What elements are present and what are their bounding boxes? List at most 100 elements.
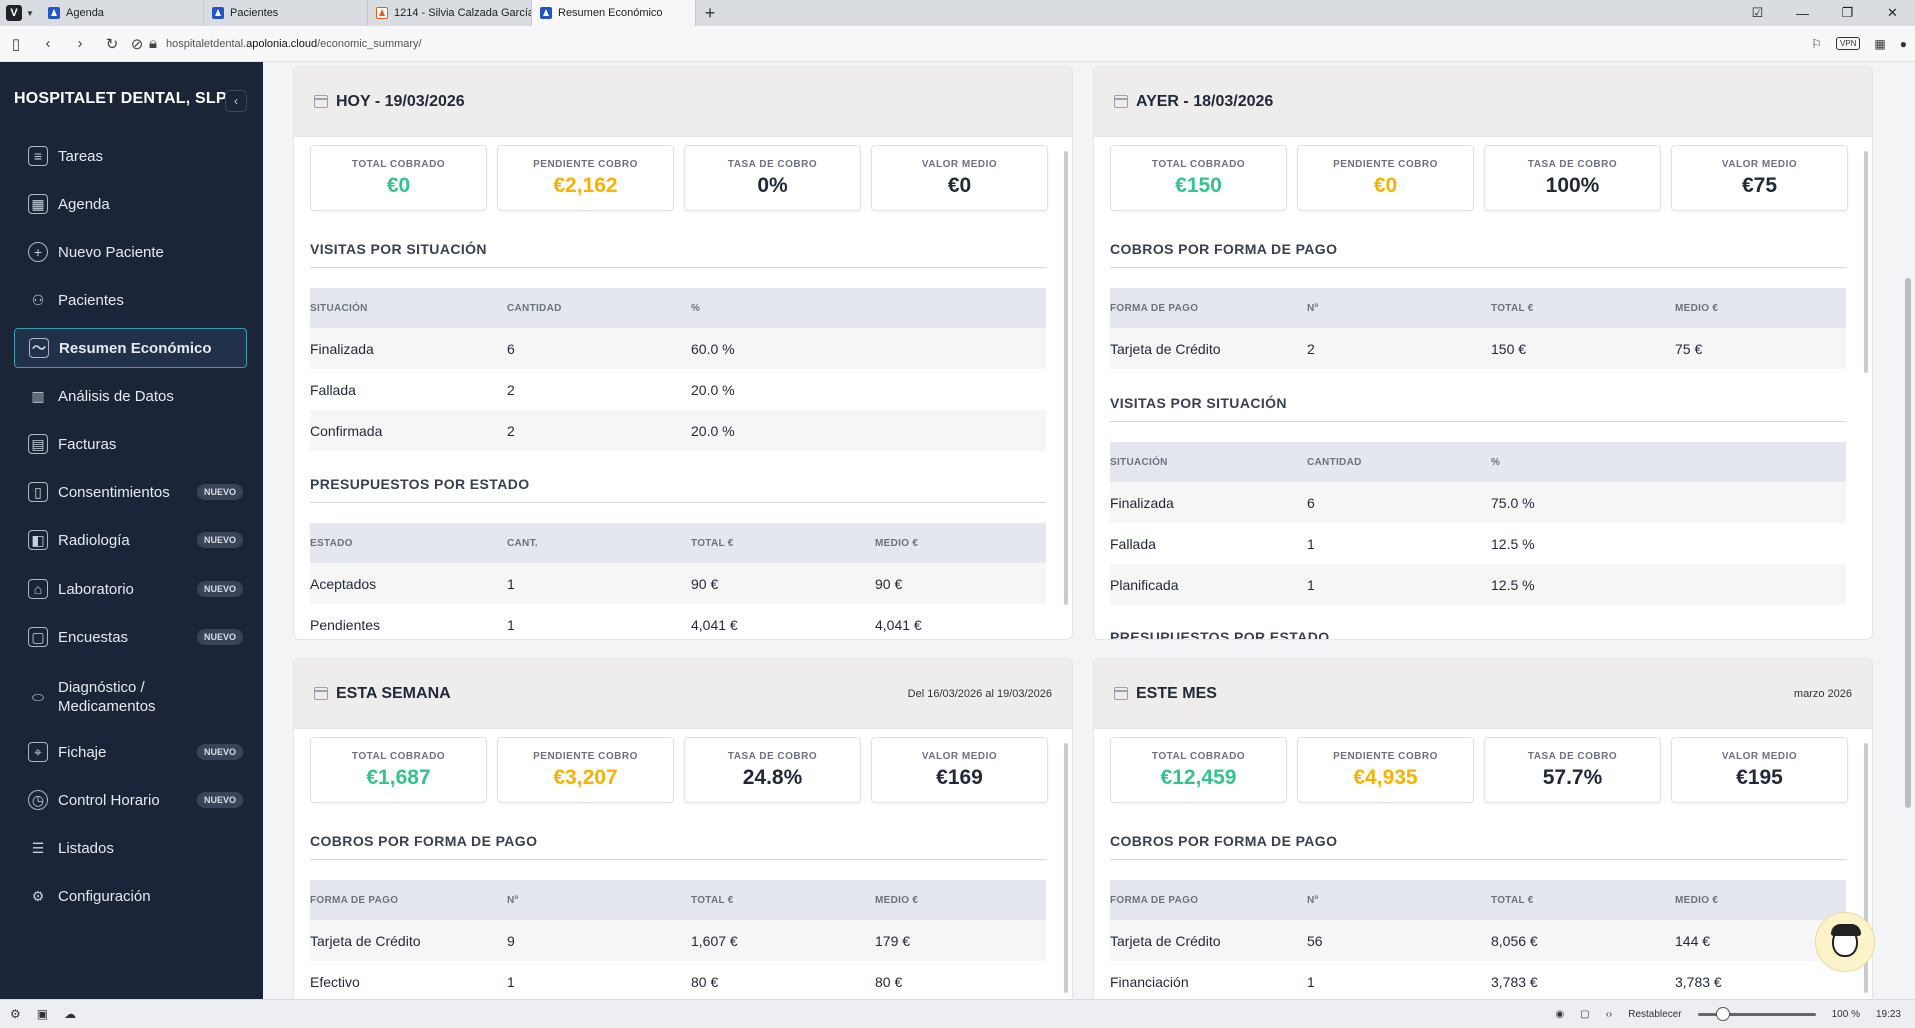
browser-tab-agenda[interactable]: Agenda [40,0,204,26]
cloud-sync-icon[interactable]: ☁ [64,1007,77,1021]
sidebar-item-control-horario[interactable]: ◷ Control Horario NUEVO [14,780,247,820]
sidebar-item-fichaje[interactable]: ⌖ Fichaje NUEVO [14,732,247,772]
kpi-value: €169 [936,765,983,789]
sidebar-item-diagnostico-medicamentos[interactable]: ⬭ Diagnóstico / Medicamentos [14,672,247,722]
sidebar-item-label: Consentimientos [58,483,170,501]
cell: 144 € [1675,932,1711,949]
sidebar-item-label: Resumen Económico [59,339,212,357]
zoom-reset-button[interactable]: Restablecer [1628,1008,1682,1020]
column-header: % [691,302,701,314]
sidebar-item-pacientes[interactable]: ⚇ Pacientes [14,280,247,320]
table-row: Confirmada 2 20.0 % [310,410,1046,451]
forward-button[interactable]: › [77,35,83,52]
card-scrollbar[interactable] [1864,151,1868,373]
settings-icon[interactable]: ⚙ [10,1007,21,1021]
browser-tab-patient[interactable]: 1214 - Silvia Calzada García [368,0,532,26]
page-scrollbar[interactable] [1901,62,1915,999]
cell: 3,783 € [1491,973,1538,990]
cell: Pendientes [310,616,381,633]
mail-icon[interactable]: ☑ [1751,5,1764,20]
sidebar-item-label: Laboratorio [58,580,134,598]
url-path: /economic_summary/ [317,37,422,50]
cell: 20.0 % [691,381,735,398]
sidebar-item-listados[interactable]: ☰ Listados [14,828,247,868]
reload-button[interactable]: ↻ [105,35,119,53]
kpi-value: €150 [1175,173,1222,197]
new-badge: NUEVO [196,792,243,808]
table-header: ESTADO CANT. TOTAL € MEDIO € [310,523,1046,563]
table-header: SITUACIÓN CANTIDAD % [1110,442,1846,482]
site-settings-icon[interactable]: ⊘ [130,35,144,53]
new-tab-button[interactable]: + [704,2,716,23]
section-title: VISITAS POR SITUACIÓN [310,241,1046,268]
sidebar-item-tareas[interactable]: ≡ Tareas [14,136,247,176]
browser-tab-resumen[interactable]: Resumen Económico [532,0,696,26]
cell: Tarjeta de Crédito [1110,932,1221,949]
browser-tab-pacientes[interactable]: Pacientes [204,0,368,26]
section-title: PRESUPUESTOS POR ESTADO [1110,629,1330,640]
bookmark-icon[interactable]: ⚐ [1811,36,1822,51]
card-header: AYER - 18/03/2026 [1094,67,1872,137]
minimize-button[interactable]: — [1796,5,1809,21]
card-scrollbar[interactable] [1864,743,1868,993]
kpi-tasa-cobro: TASA DE COBRO 24.8% [684,737,861,803]
sidebar-item-laboratorio[interactable]: ⌂ Laboratorio NUEVO [14,569,247,609]
sidebar-item-encuestas[interactable]: ▢ Encuestas NUEVO [14,617,247,657]
table-header: FORMA DE PAGO Nº TOTAL € MEDIO € [1110,880,1846,920]
window-panel-icon[interactable]: ▣ [36,1007,49,1021]
address-bar-row: ▯ ‹ › ↻ ⊘ 🔒︎ hospitaletdental.apolonia.c… [0,26,1915,62]
tab-label: Resumen Económico [558,7,663,19]
vpn-button[interactable]: VPN [1835,37,1861,50]
capture-icon[interactable]: ◉ [1555,1008,1565,1020]
sidebar-item-consentimientos[interactable]: ▯ Consentimientos NUEVO [14,472,247,512]
profile-avatar-icon[interactable]: ● [1899,36,1907,51]
code-icon[interactable]: ‹› [1605,1008,1613,1020]
sidebar-item-nuevo-paciente[interactable]: + Nuevo Paciente [14,232,247,272]
cell: Fallada [1110,535,1156,552]
extensions-icon[interactable]: ▦ [1874,36,1886,51]
panel-toggle-icon[interactable]: ▯ [11,35,21,53]
close-window-button[interactable]: ✕ [1887,5,1898,20]
card-scrollbar[interactable] [1064,743,1068,993]
table-header: FORMA DE PAGO Nº TOTAL € MEDIO € [1110,288,1846,328]
zoom-slider-handle[interactable] [1715,1006,1730,1021]
card-scrollbar[interactable] [1064,151,1068,605]
sidebar-item-label: Facturas [58,435,117,453]
sidebar-item-facturas[interactable]: ▤ Facturas [14,424,247,464]
date-range: Del 16/03/2026 al 19/03/2026 [907,688,1052,700]
table-row: Planificada 1 12.5 % [1110,564,1846,605]
cell: Financiación [1110,973,1189,990]
kpi-value: €195 [1736,765,1783,789]
sidebar-item-label: Análisis de Datos [58,387,174,405]
kpi-total-cobrado: TOTAL COBRADO €0 [310,145,487,211]
sidebar-item-analisis-datos[interactable]: ▥ Análisis de Datos [14,376,247,416]
table-header: FORMA DE PAGO Nº TOTAL € MEDIO € [310,880,1046,920]
sidebar-item-configuracion[interactable]: ⚙ Configuración [14,876,247,916]
sidebar-item-agenda[interactable]: ▦ Agenda [14,184,247,224]
card-header: ESTE MES marzo 2026 [1094,659,1872,729]
browser-menu-button[interactable]: V ▼ [0,0,40,26]
url-field[interactable]: hospitaletdental.apolonia.cloud/economic… [166,38,422,50]
sidebar-item-label: Fichaje [58,743,107,761]
book-icon: ▯ [28,482,48,502]
zoom-slider[interactable] [1697,1006,1816,1021]
apolonia-icon [48,7,60,19]
sidebar-item-resumen-economico[interactable]: 〜 Resumen Económico [14,328,247,368]
sidebar-item-radiologia[interactable]: ◧ Radiología NUEVO [14,520,247,560]
cell: Efectivo [310,973,360,990]
assistant-avatar-button[interactable] [1815,912,1875,972]
cell: Fallada [310,381,356,398]
restore-button[interactable]: ❐ [1841,5,1854,20]
tiling-icon[interactable]: ▢ [1580,1008,1590,1020]
browser-tab-bar: V ▼ Agenda Pacientes 1214 - Silvia Calza… [0,0,1915,26]
column-header: TOTAL € [1491,302,1534,314]
collapse-sidebar-button[interactable]: ‹ [225,90,247,112]
new-badge: NUEVO [196,744,243,760]
calendar-icon [1114,95,1128,108]
card-title: ESTA SEMANA [336,684,451,702]
column-header: FORMA DE PAGO [310,894,399,906]
kpi-pendiente-cobro: PENDIENTE COBRO €4,935 [1297,737,1474,803]
scrollbar-thumb[interactable] [1905,278,1911,808]
back-button[interactable]: ‹ [45,35,51,52]
budgets-table: ESTADO CANT. TOTAL € MEDIO € Aceptados 1 9… [310,523,1046,639]
